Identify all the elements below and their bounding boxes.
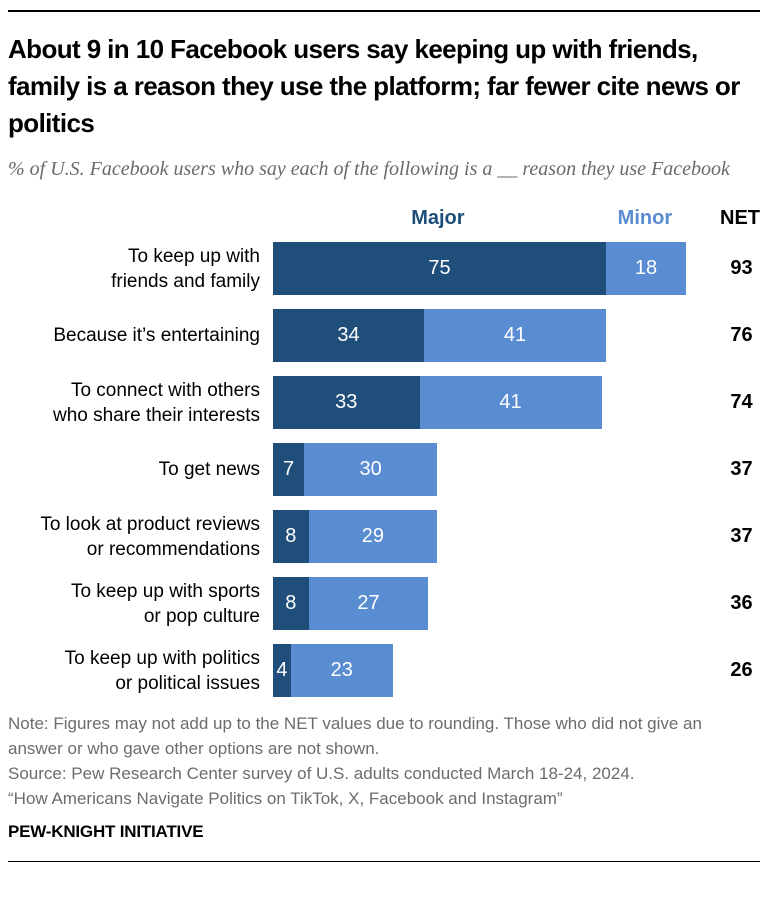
net-value: 76	[730, 324, 753, 346]
bar-track: 8 27	[273, 577, 723, 630]
legend-series-labels: Major Minor	[272, 207, 720, 233]
bar-segment-minor: 23	[290, 644, 393, 697]
bar-segment-minor: 29	[308, 510, 438, 563]
page-title: About 9 in 10 Facebook users say keeping…	[8, 34, 740, 138]
bar-track: 7 30	[273, 443, 723, 496]
brand-label: PEW-KNIGHT INITIATIVE	[8, 822, 204, 841]
row-label: To look at product reviews or recommenda…	[40, 513, 260, 560]
chart-rows: To keep up with friends and family 75 18 93…	[8, 242, 760, 697]
chart-source: Source: Pew Research Center survey of U.…	[8, 764, 635, 783]
chart-row: To get news 7 30 37	[8, 443, 760, 496]
bar-segment-minor: 41	[419, 376, 602, 429]
bar-segment-minor: 18	[606, 242, 686, 295]
net-value: 37	[730, 525, 753, 547]
legend-spacer	[8, 207, 272, 233]
row-label: Because it’s entertaining	[53, 325, 260, 346]
bar-segment-major: 8	[273, 510, 309, 563]
chart-subtitle: % of U.S. Facebook users who say each of…	[8, 158, 730, 180]
bar-segment-major: 75	[273, 242, 606, 295]
row-label: To keep up with friends and family	[111, 245, 260, 292]
bar-segment-major: 8	[273, 577, 309, 630]
chart-row: To keep up with sports or pop culture 8 27…	[8, 577, 760, 630]
chart-row: Because it’s entertaining 34 41 76	[8, 309, 760, 362]
row-label: To keep up with politics or political is…	[64, 647, 260, 694]
net-value: 37	[730, 458, 753, 480]
net-value: 74	[730, 391, 753, 413]
stacked-bar-chart: Major Minor NET To keep up with friends …	[8, 207, 760, 697]
bar-segment-major: 4	[273, 644, 291, 697]
chart-row: To keep up with politics or political is…	[8, 644, 760, 697]
bar-segment-minor: 41	[423, 309, 606, 362]
net-value: 93	[730, 257, 753, 279]
chart-note: Note: Figures may not add up to the NET …	[8, 714, 702, 758]
chart-footer: Note: Figures may not add up to the NET …	[8, 711, 760, 842]
row-label: To get news	[158, 459, 260, 480]
bar-track: 4 23	[273, 644, 723, 697]
chart-row: To connect with others who share their i…	[8, 376, 760, 429]
chart-survey-title: “How Americans Navigate Politics on TikT…	[8, 789, 563, 808]
bar-segment-major: 34	[273, 309, 424, 362]
bar-segment-major: 33	[273, 376, 420, 429]
chart-row: To keep up with friends and family 75 18 93	[8, 242, 760, 295]
net-value: 26	[730, 659, 753, 681]
bottom-rule	[8, 861, 760, 862]
legend-major-label: Major	[411, 207, 465, 229]
bar-segment-minor: 27	[308, 577, 429, 630]
legend-net-label: NET	[720, 207, 760, 229]
row-label: To connect with others who share their i…	[53, 379, 260, 426]
bar-segment-major: 7	[273, 443, 305, 496]
chart-row: To look at product reviews or recommenda…	[8, 510, 760, 563]
bar-track: 33 41	[273, 376, 723, 429]
chart-legend: Major Minor NET	[8, 207, 760, 233]
bar-track: 8 29	[273, 510, 723, 563]
top-rule	[8, 10, 760, 12]
legend-minor-label: Minor	[617, 207, 673, 229]
bar-track: 34 41	[273, 309, 723, 362]
bar-track: 75 18	[273, 242, 723, 295]
net-value: 36	[730, 592, 753, 614]
row-label: To keep up with sports or pop culture	[70, 580, 260, 627]
bar-segment-minor: 30	[304, 443, 438, 496]
